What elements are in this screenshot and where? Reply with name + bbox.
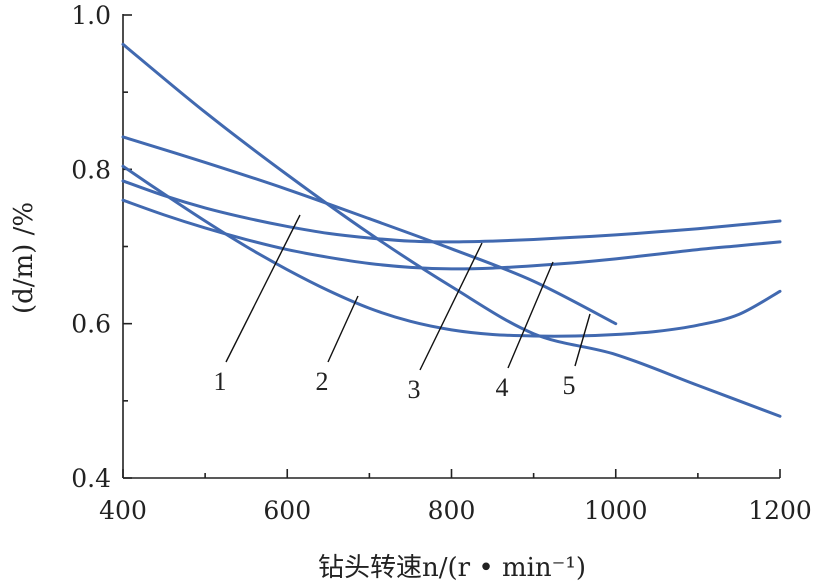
series-line-2: [121, 164, 782, 338]
series-line-4: [121, 198, 782, 271]
leader-line-2: [327, 295, 359, 363]
y-tick-label: 0.8: [71, 155, 111, 184]
x-tick-label: 1000: [584, 496, 648, 525]
curve-labels: 1 2 3 4 5: [214, 214, 591, 404]
series-line-1: [121, 179, 782, 244]
x-tick-label: 800: [428, 496, 476, 525]
series-layer: [121, 42, 782, 418]
y-axis-ticks: 0.4 0.6 0.8 1.0: [71, 1, 132, 493]
curve-label-1: 1: [214, 367, 227, 396]
x-tick-label: 600: [263, 496, 311, 525]
x-axis-ticks: 400 600 800 1000 1200: [99, 469, 812, 525]
x-axis-title: 钻头转速n/(r • min⁻¹): [318, 553, 586, 583]
axes: [122, 14, 780, 479]
curve-label-5: 5: [563, 371, 576, 400]
leader-line-3: [419, 242, 483, 371]
leader-line-1: [225, 214, 301, 363]
y-axis-title: (d/m) /%: [9, 202, 39, 314]
x-tick-label: 1200: [748, 496, 812, 525]
y-tick-label: 0.6: [71, 310, 111, 339]
y-tick-label: 1.0: [71, 1, 111, 30]
series-line-3: [121, 42, 782, 418]
curve-label-2: 2: [316, 367, 329, 396]
y-tick-label: 0.4: [71, 464, 111, 493]
leader-line-4: [507, 261, 554, 369]
curve-label-3: 3: [408, 375, 421, 404]
x-tick-label: 400: [99, 496, 147, 525]
curve-label-4: 4: [496, 373, 509, 402]
leader-line-5: [574, 313, 591, 367]
series-line-5: [121, 135, 618, 326]
